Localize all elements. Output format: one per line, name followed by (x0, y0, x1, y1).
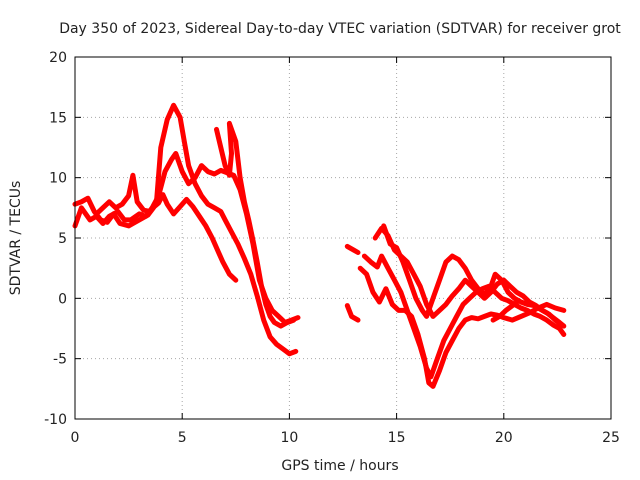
data-series-track-4 (214, 120, 297, 329)
y-tick-label: 10 (49, 171, 67, 187)
chart-title: Day 350 of 2023, Sidereal Day-to-day VTE… (59, 21, 621, 37)
data-series-track-7 (357, 265, 567, 389)
y-tick-label: 0 (58, 291, 67, 307)
y-tick-label: 15 (49, 110, 67, 126)
y-tick-label: 20 (49, 50, 67, 66)
y-tick-label: 5 (58, 231, 67, 247)
x-tick-label: 15 (388, 430, 406, 446)
x-tick-label: 5 (178, 430, 187, 446)
x-tick-label: 0 (71, 430, 80, 446)
x-tick-label: 25 (602, 430, 620, 446)
y-tick-label: -5 (53, 352, 67, 368)
axis-ticks: 0 5 10 15 20 25 -10 -5 0 5 10 15 20 (44, 50, 620, 446)
data-series-track-10 (381, 223, 567, 329)
x-tick-label: 20 (495, 430, 513, 446)
data-series-track-6 (344, 243, 361, 255)
data-series-track-11 (490, 298, 522, 323)
y-axis-label: SDTVAR / TECUs (8, 181, 24, 296)
grid-lines (75, 57, 611, 419)
y-tick-label: -10 (44, 412, 67, 428)
data-series-track-5 (344, 303, 361, 323)
data-series-track-3 (93, 102, 299, 357)
x-axis-label: GPS time / hours (281, 458, 398, 474)
data-series (72, 102, 567, 389)
x-tick-label: 10 (280, 430, 298, 446)
data-series-track-8 (361, 253, 567, 380)
